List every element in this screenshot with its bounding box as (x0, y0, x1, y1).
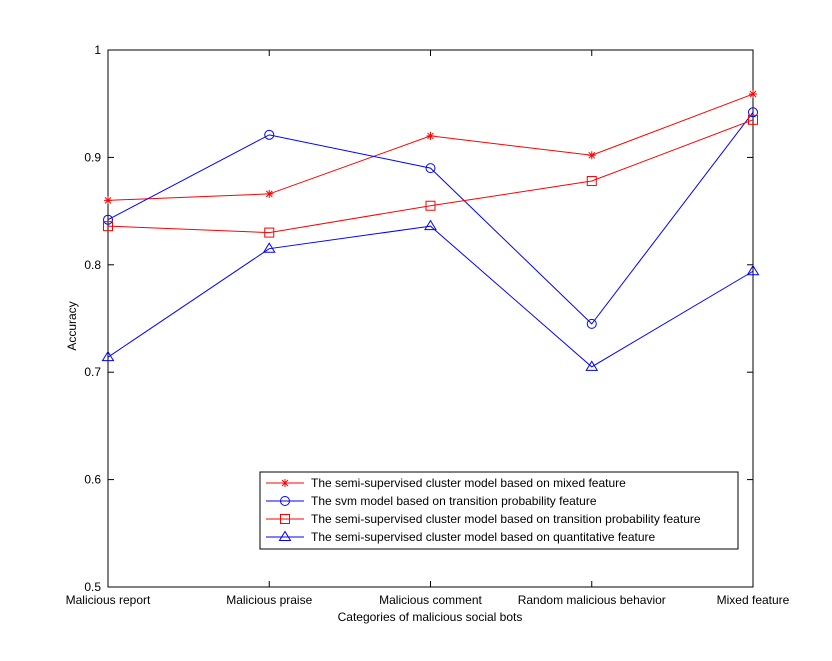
data-point (278, 530, 292, 541)
y-tick-label: 0.9 (84, 150, 101, 164)
y-tick-label: 0.8 (84, 258, 101, 272)
data-point (104, 196, 112, 205)
data-point (265, 189, 274, 198)
y-tick-label: 1 (94, 43, 101, 57)
data-point (585, 360, 599, 371)
legend-entry: The semi-supervised cluster model based … (266, 512, 701, 526)
y-tick-label: 0.5 (84, 580, 101, 594)
data-point (748, 107, 758, 118)
data-point (101, 350, 115, 362)
series-4 (101, 219, 760, 371)
data-point (103, 221, 113, 232)
data-point (586, 176, 597, 187)
data-point (746, 264, 760, 276)
legend-label: The semi-supervised cluster model based … (311, 512, 701, 526)
y-tick-label: 0.7 (84, 365, 101, 379)
data-point (103, 214, 113, 225)
y-tick-label: 0.6 (84, 473, 101, 487)
x-tick-label: Malicious report (66, 593, 151, 607)
data-point (587, 151, 596, 160)
series-line (107, 93, 754, 201)
series-line (107, 119, 754, 234)
data-point (426, 131, 435, 140)
axes: Malicious report Malicious praise Maliciou… (66, 43, 790, 607)
data-point (424, 219, 437, 231)
x-axis-title: Categories of malicious social bots (338, 610, 523, 624)
data-point (425, 200, 436, 211)
x-tick-label: Mixed feature (717, 593, 790, 607)
data-point (425, 163, 436, 174)
x-tick-label: Random malicious behavior (518, 593, 666, 607)
data-point (749, 90, 757, 99)
series-layer (101, 90, 760, 371)
data-point (281, 479, 289, 487)
legend-label: The semi-supervised cluster model based … (311, 530, 656, 544)
data-point (264, 129, 275, 140)
series-2 (103, 107, 758, 329)
series-3 (103, 114, 758, 238)
series-line (107, 225, 754, 368)
legend-entry: The semi-supervised cluster model based … (266, 530, 656, 544)
legend-box (259, 471, 739, 550)
legend: The semi-supervised cluster model based … (259, 471, 739, 550)
legend-label: The svm model based on transition probab… (311, 494, 597, 508)
legend-entry: The svm model based on transition probab… (266, 494, 597, 508)
data-point (264, 227, 275, 238)
x-tick-label: Malicious praise (226, 593, 312, 607)
data-point (280, 496, 290, 506)
legend-label: The semi-supervised cluster model based … (311, 476, 626, 490)
series-1 (104, 90, 757, 205)
x-tick-label: Malicious comment (379, 593, 482, 607)
legend-entry: The semi-supervised cluster model based … (266, 476, 626, 490)
series-line (107, 111, 754, 325)
y-axis-title: Accuracy (65, 301, 79, 350)
data-point (748, 114, 758, 125)
data-point (586, 318, 597, 329)
data-point (280, 514, 290, 524)
data-point (262, 242, 276, 253)
